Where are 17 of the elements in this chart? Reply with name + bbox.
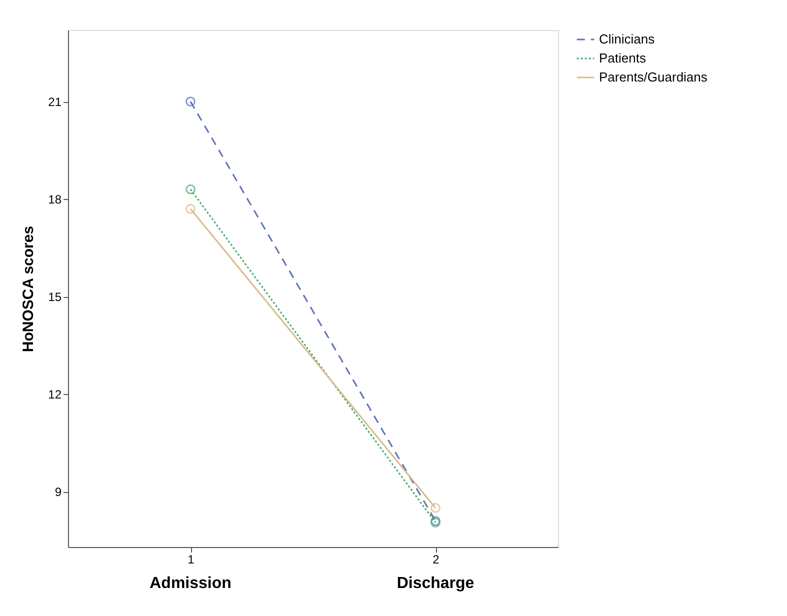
point [186, 184, 196, 194]
legend-label: Parents/Guardians [599, 70, 708, 84]
legend-label: Clinicians [599, 32, 656, 46]
point [430, 503, 440, 513]
y-axis-title: HoNOSCA scores [20, 226, 38, 352]
y-tick-label: 18 [48, 192, 62, 207]
y-tick-label: 12 [48, 388, 62, 402]
point [186, 204, 196, 214]
x-tick-label: 1 [188, 552, 195, 566]
x-tick-label: 2 [432, 552, 440, 566]
text: Discharge [396, 575, 474, 592]
y-tick-label: 9 [54, 485, 62, 500]
y-tick-label: 21 [48, 95, 62, 110]
text: Admission [150, 575, 232, 592]
legend-label: Patients [599, 50, 646, 66]
y-tick-label: 15 [48, 290, 62, 304]
point [186, 96, 196, 106]
